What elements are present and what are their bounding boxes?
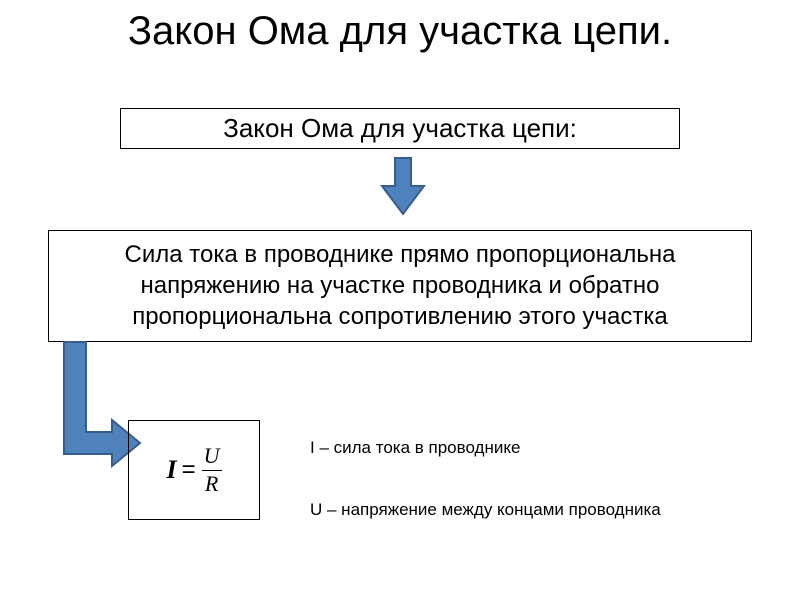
formula-lhs: I (166, 455, 175, 485)
subtitle-text: Закон Ома для участка цепи: (223, 113, 577, 143)
formula-denominator: R (203, 472, 220, 496)
law-text: Сила тока в проводнике прямо пропорциона… (125, 241, 676, 330)
legend-line-2: U – напряжение между концами проводника (310, 500, 661, 520)
legend-line-1: I – сила тока в проводнике (310, 438, 520, 458)
formula-eq: = (182, 456, 196, 484)
law-text-box: Сила тока в проводнике прямо пропорциона… (48, 230, 752, 342)
arrow-down-icon (380, 156, 426, 221)
subtitle-box: Закон Ома для участка цепи: (120, 108, 680, 149)
formula-numerator: U (202, 444, 222, 468)
formula-box: I = U R (128, 420, 260, 520)
formula: I = U R (166, 444, 221, 495)
page-title: Закон Ома для участка цепи. (0, 0, 800, 54)
formula-fraction: U R (202, 444, 222, 495)
